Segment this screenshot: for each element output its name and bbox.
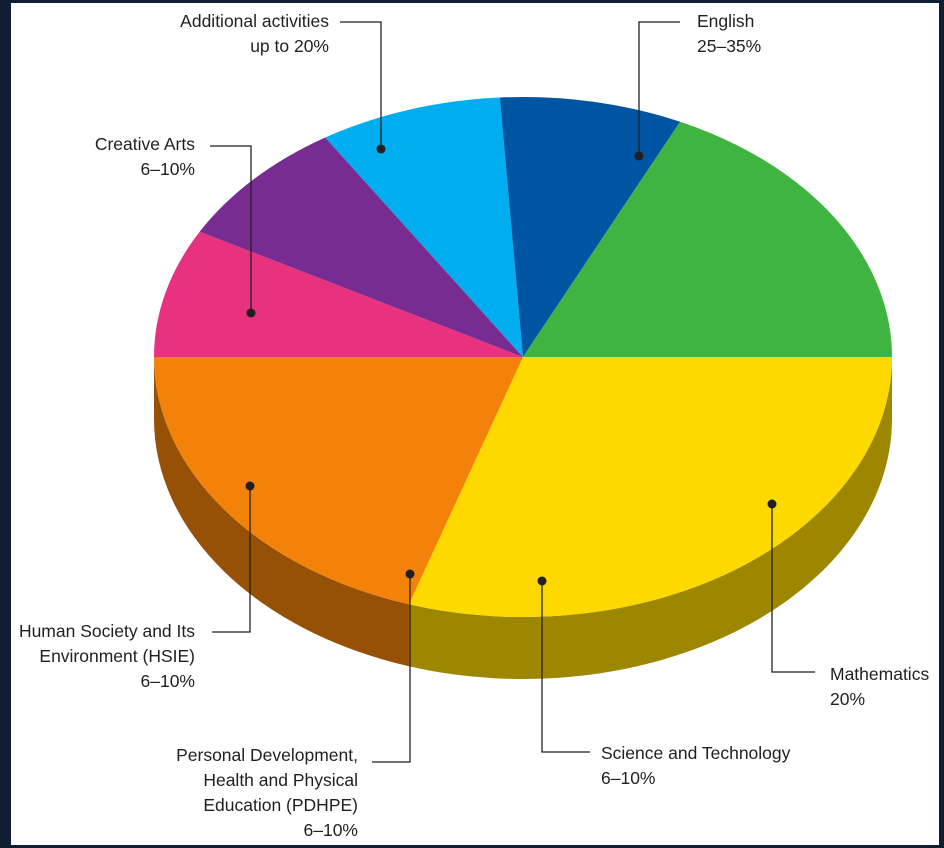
slice-label-line: Education (PDHPE) xyxy=(203,795,358,815)
slice-label-line: English xyxy=(697,11,754,31)
slice-label-line: Mathematics xyxy=(830,664,929,684)
slice-label-line: Health and Physical xyxy=(203,770,358,790)
slice-label-line: 6–10% xyxy=(141,671,196,691)
slice-label-line: up to 20% xyxy=(250,36,329,56)
slice-label-line: Science and Technology xyxy=(601,743,791,763)
slice-label-line: 6–10% xyxy=(141,159,196,179)
slice-marker-human-society-and-its xyxy=(245,481,255,491)
slice-marker-science-and-technology xyxy=(537,576,547,586)
leader-lines xyxy=(210,21,815,763)
pie-slices xyxy=(154,97,892,617)
slice-label-personal-development: Personal Development, Health and Physical… xyxy=(176,745,358,840)
slice-marker-additional-activities xyxy=(376,144,386,154)
slice-label-additional-activities: Additional activities up to 20% xyxy=(180,11,329,56)
slice-side-mathematics xyxy=(154,357,409,667)
slice-label-line: Creative Arts xyxy=(95,134,195,154)
leader-line-personal-development xyxy=(372,574,411,763)
slice-marker-creative-arts xyxy=(246,308,256,318)
slice-label-line: Additional activities xyxy=(180,11,329,31)
pie-sides xyxy=(154,357,892,679)
slice-label-line: 6–10% xyxy=(601,768,656,788)
slice-label-line: Environment (HSIE) xyxy=(39,646,195,666)
slice-labels: English 25–35% Mathematics 20% Science and T… xyxy=(19,11,930,840)
slice-english xyxy=(408,357,892,617)
slice-side-english xyxy=(408,357,892,679)
leader-line-additional-activities xyxy=(340,21,382,149)
slice-label-line: 6–10% xyxy=(304,820,359,840)
slice-label-mathematics: Mathematics 20% xyxy=(830,664,929,709)
slice-label-line: 25–35% xyxy=(697,36,761,56)
slice-label-line: 20% xyxy=(830,689,865,709)
leader-line-english xyxy=(638,21,680,156)
slice-additional-activities xyxy=(523,121,892,357)
slice-personal-development xyxy=(199,137,524,357)
slice-marker-personal-development xyxy=(405,569,415,579)
slice-marker-english xyxy=(634,151,644,161)
slice-label-line: Human Society and Its xyxy=(19,621,195,641)
leader-line-mathematics xyxy=(771,504,815,673)
slice-label-line: Personal Development, xyxy=(176,745,358,765)
leader-line-science-and-technology xyxy=(541,581,590,753)
slice-label-science-and-technology: Science and Technology 6–10% xyxy=(601,743,791,788)
slice-creative-arts xyxy=(499,97,681,358)
slice-marker-mathematics xyxy=(767,499,777,509)
leader-line-human-society-and-its xyxy=(212,486,251,633)
slice-science-and-technology xyxy=(154,231,523,357)
slice-label-creative-arts: Creative Arts 6–10% xyxy=(95,134,195,179)
leader-line-creative-arts xyxy=(210,145,252,313)
slice-label-english: English 25–35% xyxy=(697,11,761,56)
slice-human-society-and-its xyxy=(325,97,523,357)
slice-mathematics xyxy=(154,357,523,605)
slice-label-human-society-and-its: Human Society and Its Environment (HSIE) 6… xyxy=(19,621,195,691)
